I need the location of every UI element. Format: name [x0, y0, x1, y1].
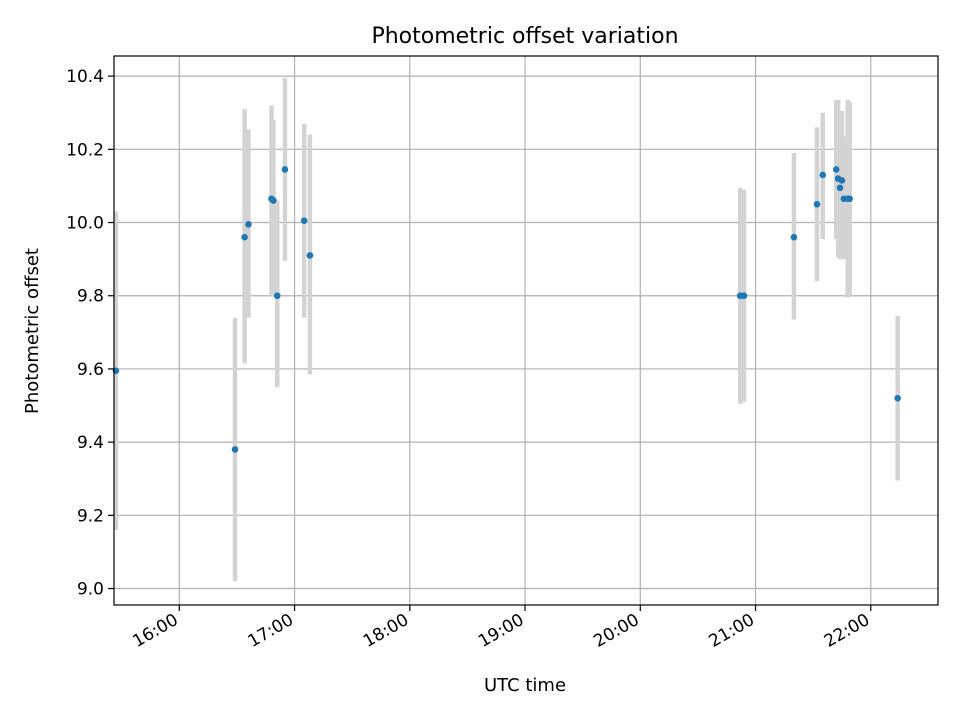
- y-tick-label: 9.8: [77, 287, 104, 307]
- y-tick-label: 9.4: [77, 433, 104, 453]
- data-point: [231, 446, 239, 453]
- data-point: [740, 292, 748, 300]
- data-point: [300, 217, 308, 224]
- y-tick-label: 10.2: [66, 140, 104, 160]
- data-point: [241, 233, 248, 241]
- y-ticks: 9.0 9.2 9.4 9.6 9.8 10.0 10.2 10.4: [66, 67, 114, 600]
- data-point: [836, 184, 844, 192]
- data-point: [819, 171, 827, 179]
- data-point: [273, 292, 281, 300]
- data-point: [790, 233, 798, 241]
- data-point: [813, 200, 821, 208]
- chart-title: Photometric offset variation: [371, 24, 678, 49]
- y-axis-label: Photometric offset: [22, 248, 43, 414]
- data-point: [281, 166, 289, 173]
- data-points: [112, 166, 901, 453]
- y-tick-label: 10.4: [66, 67, 104, 87]
- data-point: [270, 197, 277, 204]
- data-point: [245, 221, 252, 228]
- y-tick-label: 10.0: [66, 214, 104, 234]
- x-axis-label: UTC time: [484, 675, 566, 696]
- data-point: [306, 252, 314, 259]
- plot-frame: [113, 55, 939, 606]
- grid: [114, 56, 938, 605]
- y-tick-label: 9.0: [77, 580, 104, 600]
- y-tick-label: 9.6: [77, 360, 104, 380]
- data-point: [832, 166, 840, 173]
- data-point: [894, 394, 901, 402]
- data-point: [838, 177, 846, 184]
- y-tick-label: 9.2: [77, 506, 104, 526]
- data-point: [846, 195, 853, 203]
